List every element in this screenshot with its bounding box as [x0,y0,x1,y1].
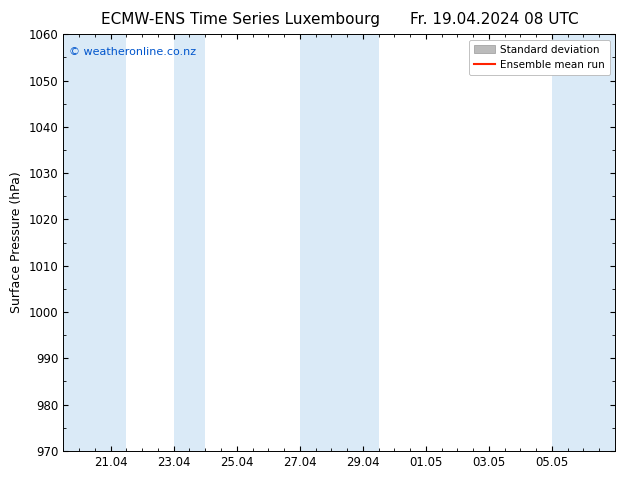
Text: © weatheronline.co.nz: © weatheronline.co.nz [69,47,196,57]
Bar [300,34,378,451]
Y-axis label: Surface Pressure (hPa): Surface Pressure (hPa) [10,172,23,314]
Text: ECMW-ENS Time Series Luxembourg: ECMW-ENS Time Series Luxembourg [101,12,380,27]
Text: Fr. 19.04.2024 08 UTC: Fr. 19.04.2024 08 UTC [410,12,579,27]
Bar [174,34,205,451]
Bar [63,34,126,451]
Legend: Standard deviation, Ensemble mean run: Standard deviation, Ensemble mean run [469,40,610,75]
Bar [552,34,615,451]
